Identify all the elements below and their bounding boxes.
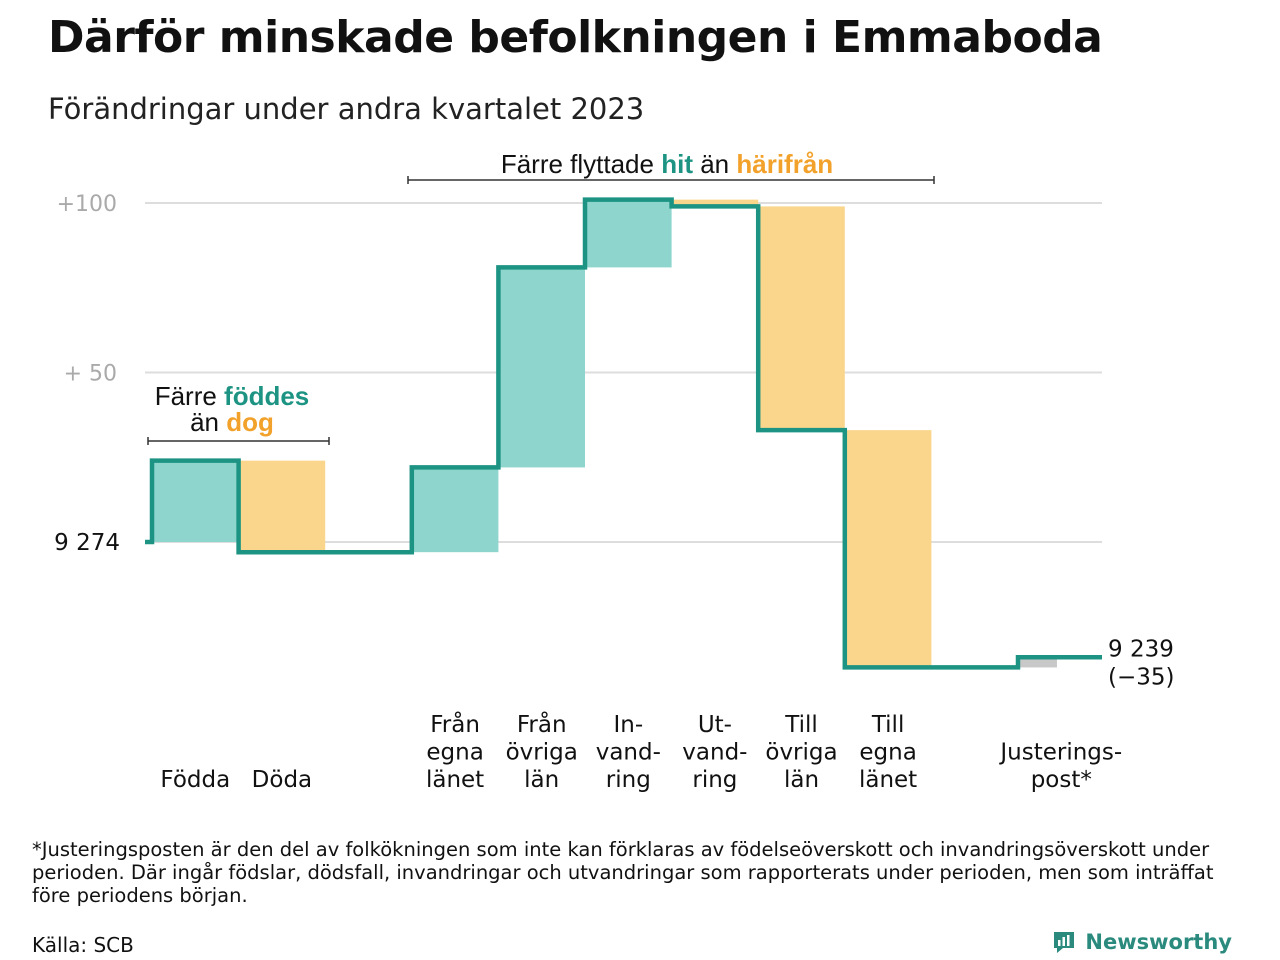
source-label: Källa: SCB [32,933,134,957]
decrease-bar [238,460,326,553]
category-label: länet [426,767,484,793]
category-label: övriga [506,740,578,766]
category-label: Från [430,710,480,738]
category-label: egna [859,740,916,766]
y-tick-label: +100 [57,192,117,217]
annotation-segment: föddes [224,381,309,411]
page-subtitle: Förändringar under andra kvartalet 2023 [48,92,645,126]
category-label: vand- [596,740,661,766]
migration-annotation: Färre flyttade hit än härifrån [501,149,833,179]
annotation-segment: härifrån [736,149,833,179]
increase-bar [498,267,585,468]
decrease-bar [844,430,932,668]
category-label: länet [859,767,917,793]
category-label: vand- [682,740,747,766]
category-label: In- [613,712,643,738]
increase-bar [152,460,239,542]
category-label: egna [426,740,483,766]
brand-name: Newsworthy [1085,930,1232,954]
increase-bar [411,467,499,553]
adjustment-bar [1018,657,1057,668]
increase-bar [585,199,672,268]
decrease-bar [758,206,845,431]
category-label: ring [692,767,737,793]
category-label: övriga [765,740,837,766]
category-label: län [524,767,559,793]
births-annotation-line1: Färre föddes [155,381,310,411]
annotation-segment: dog [226,407,274,437]
category-label: Ut- [698,712,732,738]
category-label: län [784,767,819,793]
annotation-segment: hit [661,149,693,179]
category-label: Födda [160,767,230,793]
end-change-label: (−35) [1108,665,1174,691]
footnote: *Justeringsposten är den del av folkökni… [32,838,1214,907]
category-label: Till [784,712,818,738]
waterfall-step-line [145,197,1102,670]
annotation-segment: Färre [155,381,224,411]
births-annotation-line2: än dog [190,407,274,437]
category-label: ring [606,767,651,793]
category-label: post* [1031,767,1092,793]
decrease-bar [671,199,759,207]
end-value-label: 9 239 [1108,637,1174,663]
newsworthy-logo-icon [1054,932,1075,953]
y-tick-label: + 50 [64,362,117,387]
category-label: Till [871,712,905,738]
category-label: Döda [252,767,312,793]
annotation-segment: Färre flyttade [501,149,661,179]
annotation-segment: än [190,407,226,437]
category-label: Justerings- [998,740,1122,766]
annotation-segment: än [693,149,736,179]
page-title: Därför minskade befolkningen i Emmaboda [48,12,1103,63]
start-value-label: 9 274 [54,530,120,556]
category-label: Från [517,710,567,738]
brand-logo[interactable]: Newsworthy [1051,929,1232,955]
